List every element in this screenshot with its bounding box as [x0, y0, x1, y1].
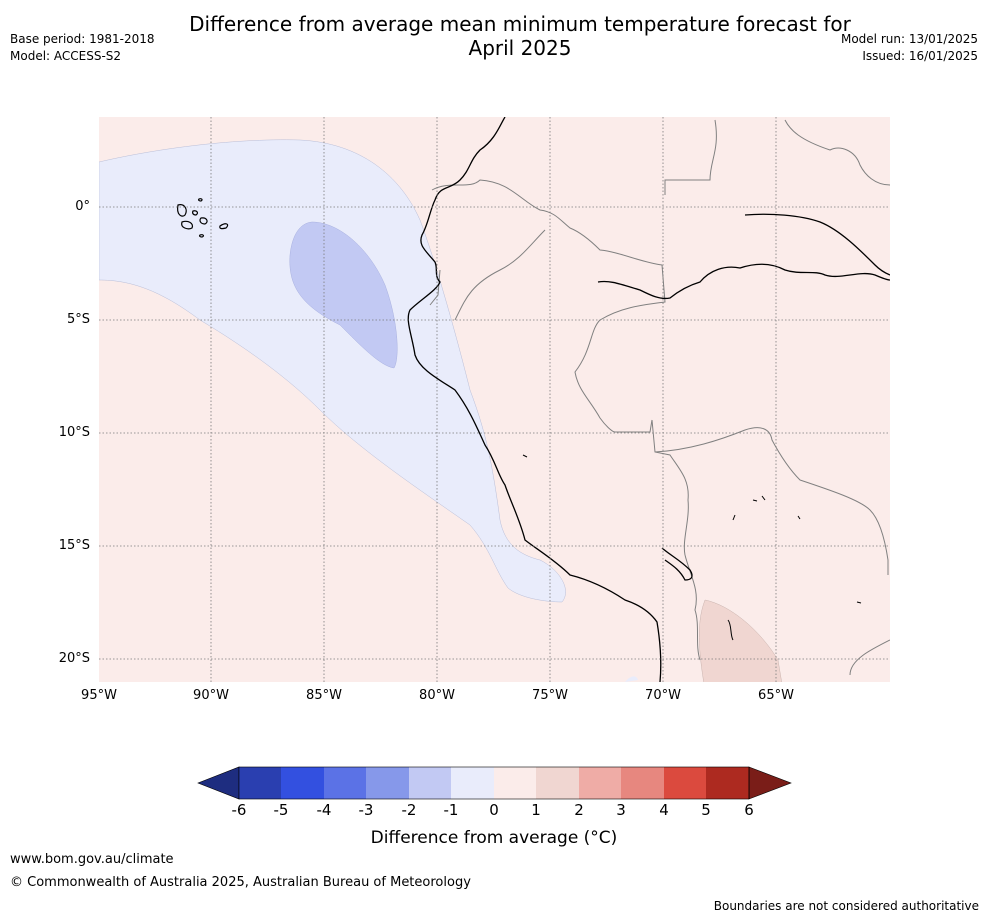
colorbar-bin: [664, 767, 707, 799]
country-borders: [429, 119, 890, 676]
lat-label: 0°: [75, 199, 90, 214]
warm-anomaly-region: [698, 599, 782, 682]
colorbar-tick: 6: [744, 801, 754, 819]
small-cool-patch: [625, 676, 638, 682]
lon-label: 95°W: [81, 688, 117, 703]
colorbar-tick: -4: [316, 801, 332, 819]
coastlines: [407, 117, 890, 682]
lon-label: 85°W: [306, 688, 342, 703]
colorbar-max-arrow: [748, 766, 792, 800]
colorbar-bin: [324, 767, 367, 799]
meta-left: Base period: 1981-2018 Model: ACCESS-S2: [10, 31, 155, 65]
chart-title: Difference from average mean minimum tem…: [150, 12, 890, 60]
footer-url[interactable]: www.bom.gov.au/climate: [10, 852, 174, 867]
colorbar-bin: [494, 767, 537, 799]
lon-label: 65°W: [758, 688, 794, 703]
colorbar-bin: [409, 767, 452, 799]
model-run: Model run: 13/01/2025: [840, 32, 978, 46]
colorbar-tick: 2: [574, 801, 584, 819]
lat-label: 20°S: [58, 651, 90, 666]
colorbar-bin: [281, 767, 324, 799]
small-lakes: [522, 454, 862, 641]
base-period: Base period: 1981-2018: [10, 32, 155, 46]
meta-right: Model run: 13/01/2025 Issued: 16/01/2025: [841, 31, 978, 65]
footer-disclaimer: Boundaries are not considered authoritat…: [713, 899, 979, 913]
colorbar-bin: [451, 767, 494, 799]
footer-copyright: © Commonwealth of Australia 2025, Austra…: [10, 875, 471, 890]
colorbar-bin: [621, 767, 664, 799]
colorbar-bin: [579, 767, 622, 799]
colorbar-bin: [706, 767, 749, 799]
colorbar-title: Difference from average (°C): [370, 828, 618, 848]
colorbar-tick: 5: [701, 801, 711, 819]
colorbar-tick: 4: [659, 801, 669, 819]
colorbar-tick: -5: [273, 801, 289, 819]
galapagos-islands: [177, 198, 229, 238]
issued-date: Issued: 16/01/2025: [862, 49, 978, 63]
lat-label: 5°S: [66, 312, 90, 327]
map-plot: [99, 117, 890, 682]
colorbar-tick: -1: [443, 801, 459, 819]
colorbar-bin: [536, 767, 579, 799]
title-line-1: Difference from average mean minimum tem…: [189, 12, 851, 36]
title-line-2: April 2025: [468, 36, 572, 60]
lon-label: 70°W: [645, 688, 681, 703]
colorbar-tick: 1: [531, 801, 541, 819]
lat-label: 10°S: [58, 425, 90, 440]
colorbar-bin: [366, 767, 409, 799]
colorbar-tick: -2: [401, 801, 417, 819]
colorbar-tick: -3: [358, 801, 374, 819]
lat-label: 15°S: [58, 538, 90, 553]
lon-label: 90°W: [193, 688, 229, 703]
colorbar-tick: 0: [489, 801, 499, 819]
model-name: Model: ACCESS-S2: [10, 49, 122, 63]
colorbar-min-arrow: [197, 766, 240, 800]
colorbar: [197, 766, 792, 800]
lon-label: 75°W: [532, 688, 568, 703]
colorbar-tick: 3: [616, 801, 626, 819]
map-gridlines: [99, 117, 890, 682]
colder-anomaly-region: [289, 221, 398, 369]
colorbar-bin: [239, 767, 282, 799]
colorbar-tick: -6: [231, 801, 247, 819]
cool-anomaly-region: [99, 139, 566, 603]
lon-label: 80°W: [419, 688, 455, 703]
colorbar-outline: [238, 766, 750, 800]
